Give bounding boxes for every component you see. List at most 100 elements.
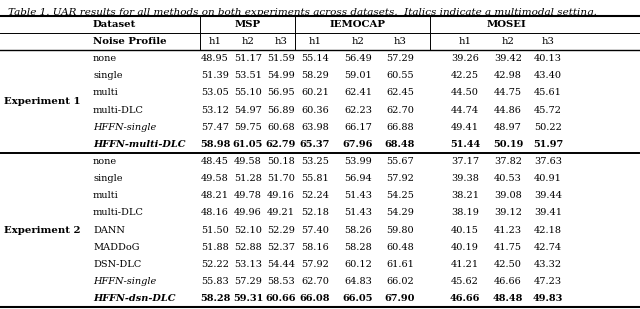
Text: 66.08: 66.08: [300, 294, 330, 303]
Text: 51.17: 51.17: [234, 54, 262, 63]
Text: 55.83: 55.83: [201, 277, 229, 286]
Text: 51.43: 51.43: [344, 208, 372, 217]
Text: 39.44: 39.44: [534, 191, 562, 200]
Text: 62.41: 62.41: [344, 88, 372, 97]
Text: 58.28: 58.28: [200, 294, 230, 303]
Text: 41.75: 41.75: [494, 243, 522, 252]
Text: 51.70: 51.70: [267, 174, 295, 183]
Text: IEMOCAP: IEMOCAP: [330, 20, 385, 29]
Text: 46.66: 46.66: [494, 277, 522, 286]
Text: 60.36: 60.36: [301, 106, 329, 115]
Text: 59.75: 59.75: [234, 123, 262, 132]
Text: 58.29: 58.29: [301, 71, 329, 80]
Text: DANN: DANN: [93, 226, 125, 235]
Text: 48.21: 48.21: [201, 191, 229, 200]
Text: MADDoG: MADDoG: [93, 243, 140, 252]
Text: multi: multi: [93, 88, 119, 97]
Text: 54.44: 54.44: [267, 260, 295, 269]
Text: multi-DLC: multi-DLC: [93, 106, 144, 115]
Text: 59.31: 59.31: [233, 294, 263, 303]
Text: 66.17: 66.17: [344, 123, 372, 132]
Text: 49.58: 49.58: [234, 157, 262, 166]
Text: 40.19: 40.19: [451, 243, 479, 252]
Text: 51.97: 51.97: [533, 140, 563, 149]
Text: 48.16: 48.16: [201, 208, 229, 217]
Text: 57.40: 57.40: [301, 226, 329, 235]
Text: 54.99: 54.99: [267, 71, 295, 80]
Text: 53.13: 53.13: [234, 260, 262, 269]
Text: 60.68: 60.68: [267, 123, 295, 132]
Text: 66.05: 66.05: [343, 294, 373, 303]
Text: multi-DLC: multi-DLC: [93, 208, 144, 217]
Text: 44.86: 44.86: [494, 106, 522, 115]
Text: 60.21: 60.21: [301, 88, 329, 97]
Text: Experiment 2: Experiment 2: [4, 226, 81, 235]
Text: 39.26: 39.26: [451, 54, 479, 63]
Text: 62.45: 62.45: [386, 88, 414, 97]
Text: 49.16: 49.16: [267, 191, 295, 200]
Text: 50.18: 50.18: [267, 157, 295, 166]
Text: 52.37: 52.37: [267, 243, 295, 252]
Text: 44.75: 44.75: [494, 88, 522, 97]
Text: 39.08: 39.08: [494, 191, 522, 200]
Text: 54.29: 54.29: [386, 208, 414, 217]
Text: 37.17: 37.17: [451, 157, 479, 166]
Text: 49.96: 49.96: [234, 208, 262, 217]
Text: 51.28: 51.28: [234, 174, 262, 183]
Text: 49.41: 49.41: [451, 123, 479, 132]
Text: 49.83: 49.83: [533, 294, 563, 303]
Text: HFFN-single: HFFN-single: [93, 277, 156, 286]
Text: 58.98: 58.98: [200, 140, 230, 149]
Text: 68.48: 68.48: [385, 140, 415, 149]
Text: 39.41: 39.41: [534, 208, 562, 217]
Text: 48.97: 48.97: [494, 123, 522, 132]
Text: 54.97: 54.97: [234, 106, 262, 115]
Text: h2: h2: [502, 37, 515, 46]
Text: 52.10: 52.10: [234, 226, 262, 235]
Text: MSP: MSP: [235, 20, 261, 29]
Text: 62.79: 62.79: [266, 140, 296, 149]
Text: single: single: [93, 71, 122, 80]
Text: 39.42: 39.42: [494, 54, 522, 63]
Text: 57.29: 57.29: [386, 54, 414, 63]
Text: 50.19: 50.19: [493, 140, 523, 149]
Text: 67.96: 67.96: [343, 140, 373, 149]
Text: DSN-DLC: DSN-DLC: [93, 260, 141, 269]
Text: 51.44: 51.44: [450, 140, 480, 149]
Text: 40.91: 40.91: [534, 174, 562, 183]
Text: none: none: [93, 157, 117, 166]
Text: h2: h2: [241, 37, 255, 46]
Text: 40.15: 40.15: [451, 226, 479, 235]
Text: 38.21: 38.21: [451, 191, 479, 200]
Text: MOSEI: MOSEI: [486, 20, 526, 29]
Text: HFFN-multi-DLC: HFFN-multi-DLC: [93, 140, 186, 149]
Text: 66.88: 66.88: [386, 123, 414, 132]
Text: multi: multi: [93, 191, 119, 200]
Text: 54.25: 54.25: [386, 191, 414, 200]
Text: 42.18: 42.18: [534, 226, 562, 235]
Text: 37.82: 37.82: [494, 157, 522, 166]
Text: 53.12: 53.12: [201, 106, 229, 115]
Text: HFFN-dsn-DLC: HFFN-dsn-DLC: [93, 294, 175, 303]
Text: 55.81: 55.81: [301, 174, 329, 183]
Text: 66.02: 66.02: [386, 277, 414, 286]
Text: 39.38: 39.38: [451, 174, 479, 183]
Text: 37.63: 37.63: [534, 157, 562, 166]
Text: 44.50: 44.50: [451, 88, 479, 97]
Text: 58.26: 58.26: [344, 226, 372, 235]
Text: 60.66: 60.66: [266, 294, 296, 303]
Text: 55.67: 55.67: [386, 157, 414, 166]
Text: 57.92: 57.92: [386, 174, 414, 183]
Text: 42.50: 42.50: [494, 260, 522, 269]
Text: 46.66: 46.66: [450, 294, 480, 303]
Text: h3: h3: [394, 37, 406, 46]
Text: 57.29: 57.29: [234, 277, 262, 286]
Text: 42.74: 42.74: [534, 243, 562, 252]
Text: 51.43: 51.43: [344, 191, 372, 200]
Text: 49.78: 49.78: [234, 191, 262, 200]
Text: 41.21: 41.21: [451, 260, 479, 269]
Text: 41.23: 41.23: [494, 226, 522, 235]
Text: 56.89: 56.89: [267, 106, 295, 115]
Text: 47.23: 47.23: [534, 277, 562, 286]
Text: 40.53: 40.53: [494, 174, 522, 183]
